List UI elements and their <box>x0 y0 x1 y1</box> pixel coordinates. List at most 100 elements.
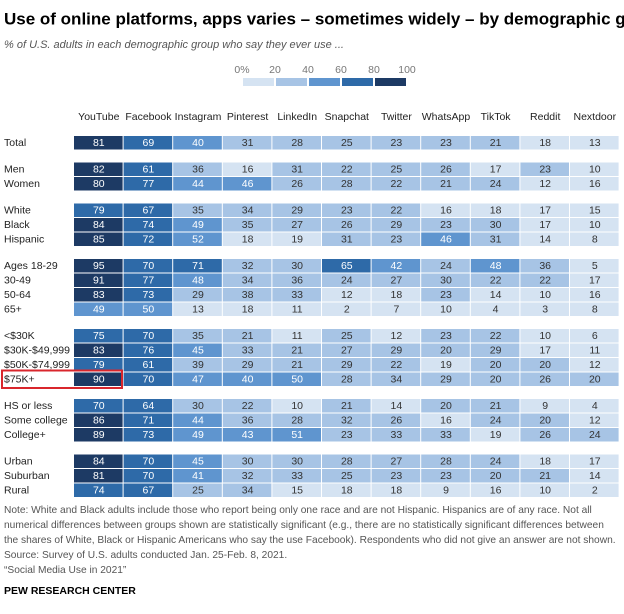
cell <box>470 343 520 357</box>
cell-value: 35 <box>192 205 204 217</box>
cell-value: 28 <box>440 456 452 468</box>
cell <box>74 177 123 191</box>
cell <box>173 413 222 427</box>
cell <box>272 399 321 413</box>
legend-label: 100 <box>398 64 416 76</box>
cell <box>322 329 371 343</box>
cell-value: 18 <box>242 234 254 246</box>
cell-value: 9 <box>542 400 548 412</box>
cell-value: 18 <box>242 304 254 316</box>
cell-value: 27 <box>291 219 303 231</box>
cell <box>272 413 321 427</box>
cell <box>421 358 470 372</box>
cell-value: 12 <box>539 178 551 190</box>
cell <box>520 372 569 386</box>
cell <box>74 358 123 372</box>
cell <box>322 162 371 176</box>
cell <box>173 136 222 150</box>
cell-value: 91 <box>93 275 105 287</box>
cell-value: 40 <box>242 374 254 386</box>
cell <box>470 428 520 442</box>
cell <box>322 218 371 232</box>
cell <box>520 358 569 372</box>
cell-value: 30 <box>192 400 204 412</box>
cell-value: 31 <box>242 137 254 149</box>
row-label: Urban <box>4 456 33 468</box>
cell-value: 23 <box>440 289 452 301</box>
cell-value: 36 <box>192 164 204 176</box>
cell-value: 21 <box>440 178 452 190</box>
source: PEW RESEARCH CENTER <box>4 585 136 597</box>
cell <box>470 177 520 191</box>
cell <box>173 428 222 442</box>
cell-value: 35 <box>192 330 204 342</box>
cell <box>322 177 371 191</box>
legend-swatch <box>375 78 406 86</box>
cell-value: 22 <box>341 164 353 176</box>
cell <box>570 413 619 427</box>
column-header: TikTok <box>481 111 512 123</box>
cell-value: 23 <box>391 470 403 482</box>
cell <box>272 329 321 343</box>
cell-value: 25 <box>391 164 403 176</box>
cell <box>173 273 222 287</box>
cell-value: 64 <box>143 400 155 412</box>
chart: Use of online platforms, apps varies – s… <box>1 9 624 497</box>
cell <box>421 413 470 427</box>
cell-value: 84 <box>93 456 105 468</box>
cell <box>74 259 123 273</box>
cell <box>421 399 470 413</box>
cell-value: 24 <box>490 178 502 190</box>
cell <box>570 162 619 176</box>
cell <box>570 469 619 483</box>
cell-value: 16 <box>490 485 502 497</box>
cell-value: 6 <box>592 330 598 342</box>
cell-value: 33 <box>291 470 303 482</box>
cell <box>123 413 173 427</box>
cell-value: 84 <box>93 219 105 231</box>
cell-value: 75 <box>93 330 105 342</box>
cell <box>272 203 321 217</box>
row-label: $30K-$49,999 <box>4 345 70 357</box>
cell <box>74 329 123 343</box>
cell-value: 15 <box>291 485 303 497</box>
cell <box>570 329 619 343</box>
cell <box>173 259 222 273</box>
cell-value: 33 <box>242 345 254 357</box>
row-label: Ages 18-29 <box>4 260 58 272</box>
cell <box>470 259 520 273</box>
cell <box>74 454 123 468</box>
cell-value: 16 <box>242 164 254 176</box>
cell-value: 46 <box>440 234 452 246</box>
legend-swatch <box>243 78 274 86</box>
cell-value: 12 <box>391 330 403 342</box>
cell-value: 34 <box>242 205 254 217</box>
cell <box>123 162 173 176</box>
cell-value: 29 <box>192 289 204 301</box>
cell <box>74 372 123 386</box>
cell-value: 35 <box>242 219 254 231</box>
cell-value: 17 <box>589 275 601 287</box>
cell <box>421 372 470 386</box>
cell-value: 70 <box>143 260 155 272</box>
cell <box>421 469 470 483</box>
cell-value: 21 <box>291 345 303 357</box>
cell <box>470 302 520 316</box>
cell <box>222 413 272 427</box>
cell <box>222 399 272 413</box>
cell <box>74 232 123 246</box>
cell <box>322 399 371 413</box>
note: Note: White and Black adults include tho… <box>4 505 616 546</box>
cell-value: 25 <box>341 137 353 149</box>
cell-value: 29 <box>242 359 254 371</box>
column-header: Twitter <box>381 111 412 123</box>
cell <box>173 329 222 343</box>
cell-value: 70 <box>143 330 155 342</box>
cell <box>371 302 421 316</box>
cell <box>173 358 222 372</box>
row-label: $75K+ <box>4 374 35 386</box>
cell-value: 89 <box>93 429 105 441</box>
cell <box>421 232 470 246</box>
row-label: Total <box>4 137 26 149</box>
cell-value: 23 <box>440 137 452 149</box>
